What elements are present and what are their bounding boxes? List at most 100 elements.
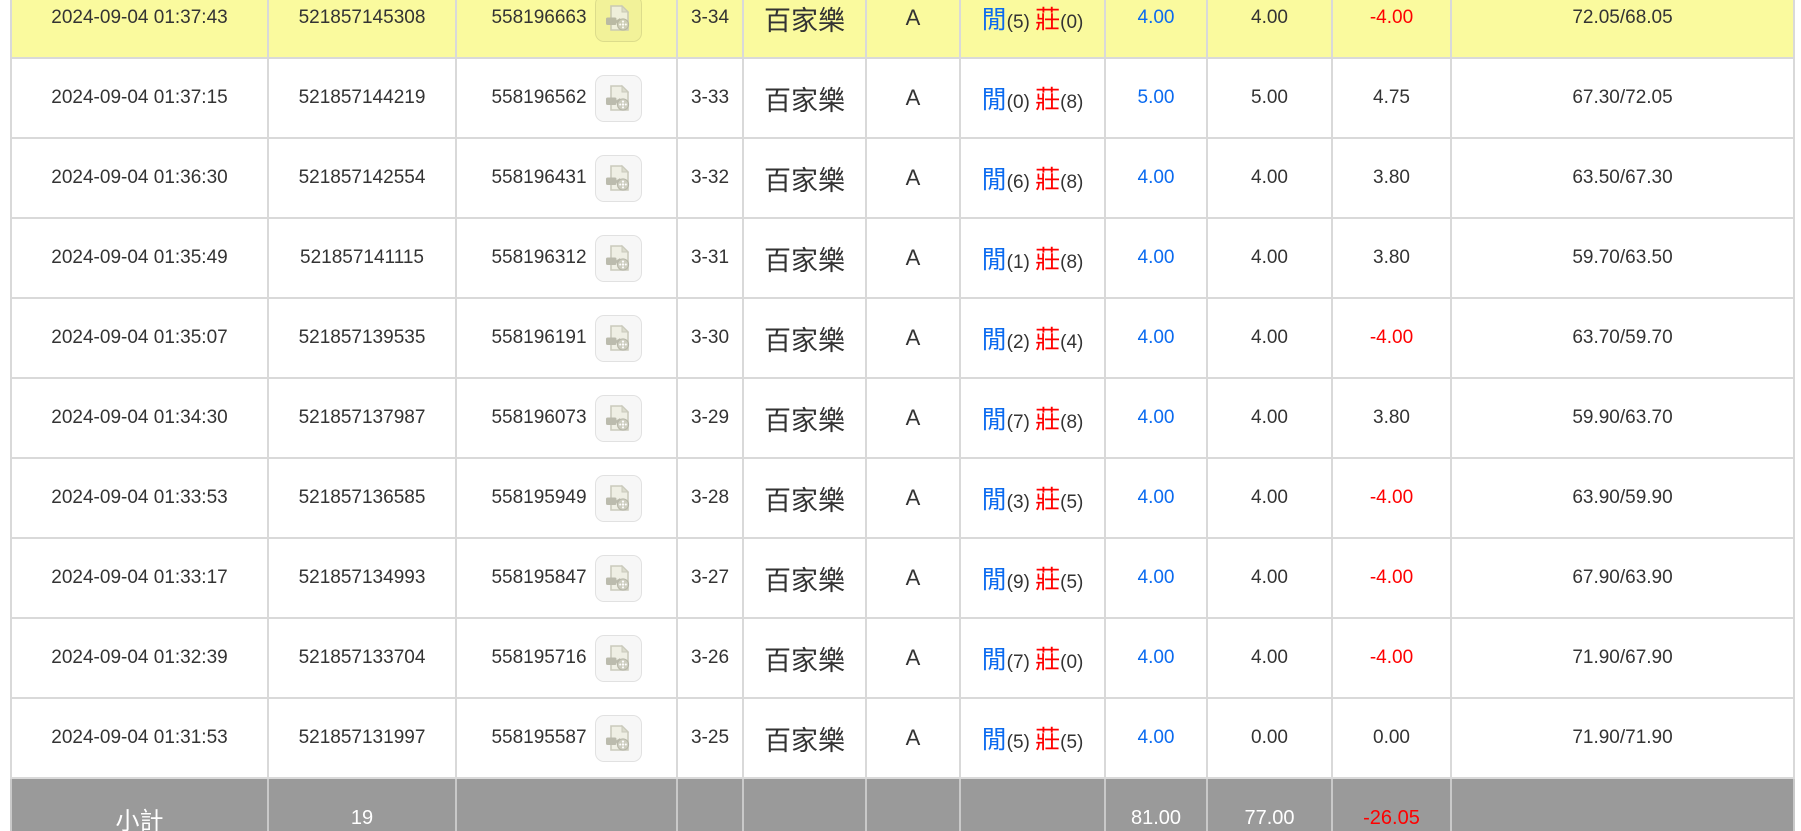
player-score: (5) — [1006, 732, 1030, 753]
table-name: A — [865, 697, 961, 779]
bet-id: 521857133704 — [267, 617, 457, 699]
round-id-cell: 558195949 — [455, 457, 678, 539]
round-id: 558195587 — [491, 727, 587, 748]
bet-time: 2024-09-04 01:35:49 — [10, 217, 269, 299]
table-name: A — [865, 0, 961, 59]
bet-amount: 4.00 — [1104, 297, 1208, 379]
player-label: 閒 — [981, 486, 1007, 514]
banker-label: 莊 — [1035, 86, 1061, 114]
bet-record-row[interactable]: 2024-09-04 01:33:53 521857136585 5581959… — [10, 457, 1795, 539]
bet-record-row[interactable]: 2024-09-04 01:34:30 521857137987 5581960… — [10, 377, 1795, 459]
table-name: A — [865, 537, 961, 619]
win-loss: 0.00 — [1331, 697, 1452, 779]
player-label: 閒 — [981, 166, 1007, 194]
bet-id: 521857131997 — [267, 697, 457, 779]
video-replay-icon — [603, 723, 633, 753]
bet-amount: 5.00 — [1104, 57, 1208, 139]
round-id-cell: 558196431 — [455, 137, 678, 219]
banker-score: (8) — [1060, 92, 1084, 113]
game-result: 閒(3) 莊(5) — [959, 457, 1106, 539]
video-replay-icon — [603, 483, 633, 513]
valid-amount: 4.00 — [1206, 217, 1333, 299]
video-replay-button[interactable] — [594, 314, 642, 362]
valid-amount: 4.00 — [1206, 297, 1333, 379]
video-replay-button[interactable] — [594, 714, 642, 762]
balance: 63.70/59.70 — [1450, 297, 1795, 379]
bet-amount: 4.00 — [1104, 537, 1208, 619]
player-score: (7) — [1006, 652, 1030, 673]
table-name: A — [865, 617, 961, 699]
round-id: 558196191 — [491, 327, 587, 348]
win-loss: 3.80 — [1331, 137, 1452, 219]
bet-time: 2024-09-04 01:36:30 — [10, 137, 269, 219]
win-loss: -4.00 — [1331, 617, 1452, 699]
round-id-cell: 558195847 — [455, 537, 678, 619]
round-number: 3-30 — [676, 297, 744, 379]
bet-time: 2024-09-04 01:34:30 — [10, 377, 269, 459]
banker-score: (5) — [1060, 492, 1084, 513]
bet-record-row[interactable]: 2024-09-04 01:35:07 521857139535 5581961… — [10, 297, 1795, 379]
balance: 59.70/63.50 — [1450, 217, 1795, 299]
valid-amount: 4.00 — [1206, 0, 1333, 59]
banker-label: 莊 — [1035, 566, 1061, 594]
subtotal-row: 小計 19 81.00 77.00 -26.05 — [10, 777, 1795, 831]
balance: 63.90/59.90 — [1450, 457, 1795, 539]
bet-amount: 4.00 — [1104, 617, 1208, 699]
player-label: 閒 — [981, 326, 1007, 354]
video-replay-button[interactable] — [594, 394, 642, 442]
win-loss: 3.80 — [1331, 377, 1452, 459]
game-result: 閒(2) 莊(4) — [959, 297, 1106, 379]
bet-id: 521857144219 — [267, 57, 457, 139]
banker-label: 莊 — [1035, 166, 1061, 194]
banker-label: 莊 — [1035, 646, 1061, 674]
video-replay-button[interactable] — [594, 474, 642, 522]
bet-amount: 4.00 — [1104, 0, 1208, 59]
banker-label: 莊 — [1035, 726, 1061, 754]
video-replay-button[interactable] — [594, 0, 642, 42]
win-loss: -4.00 — [1331, 537, 1452, 619]
bet-amount: 4.00 — [1104, 457, 1208, 539]
banker-score: (8) — [1060, 172, 1084, 193]
bet-record-row[interactable]: 2024-09-04 01:35:49 521857141115 5581963… — [10, 217, 1795, 299]
video-replay-icon — [603, 3, 633, 33]
round-id: 558196663 — [491, 7, 587, 28]
bet-time: 2024-09-04 01:32:39 — [10, 617, 269, 699]
table-name: A — [865, 217, 961, 299]
bet-record-row[interactable]: 2024-09-04 01:33:17 521857134993 5581958… — [10, 537, 1795, 619]
video-replay-icon — [603, 643, 633, 673]
game-name: 百家樂 — [742, 457, 867, 539]
banker-score: (4) — [1060, 332, 1084, 353]
player-label: 閒 — [981, 6, 1007, 34]
banker-score: (8) — [1060, 252, 1084, 273]
bet-time: 2024-09-04 01:31:53 — [10, 697, 269, 779]
video-replay-button[interactable] — [594, 74, 642, 122]
bet-record-row[interactable]: 2024-09-04 01:36:30 521857142554 5581964… — [10, 137, 1795, 219]
game-name: 百家樂 — [742, 57, 867, 139]
bet-time: 2024-09-04 01:37:43 — [10, 0, 269, 59]
bet-id: 521857139535 — [267, 297, 457, 379]
bet-time: 2024-09-04 01:33:53 — [10, 457, 269, 539]
table-name: A — [865, 137, 961, 219]
game-name: 百家樂 — [742, 377, 867, 459]
subtotal-empty-cell — [455, 777, 678, 831]
subtotal-win-loss-total: -26.05 — [1331, 777, 1452, 831]
round-id: 558196431 — [491, 167, 587, 188]
bet-id: 521857134993 — [267, 537, 457, 619]
game-result: 閒(5) 莊(0) — [959, 0, 1106, 59]
video-replay-button[interactable] — [594, 634, 642, 682]
banker-label: 莊 — [1035, 326, 1061, 354]
player-score: (0) — [1006, 92, 1030, 113]
round-id: 558195716 — [491, 647, 587, 668]
video-replay-button[interactable] — [594, 554, 642, 602]
video-replay-button[interactable] — [594, 154, 642, 202]
table-name: A — [865, 57, 961, 139]
bet-record-row[interactable]: 2024-09-04 01:37:43 521857145308 5581966… — [10, 0, 1795, 59]
bet-amount: 4.00 — [1104, 377, 1208, 459]
video-replay-button[interactable] — [594, 234, 642, 282]
bet-record-row[interactable]: 2024-09-04 01:37:15 521857144219 5581965… — [10, 57, 1795, 139]
bet-record-row[interactable]: 2024-09-04 01:31:53 521857131997 5581955… — [10, 697, 1795, 779]
round-number: 3-26 — [676, 617, 744, 699]
bet-record-row[interactable]: 2024-09-04 01:32:39 521857133704 5581957… — [10, 617, 1795, 699]
player-score: (6) — [1006, 172, 1030, 193]
bet-time: 2024-09-04 01:33:17 — [10, 537, 269, 619]
